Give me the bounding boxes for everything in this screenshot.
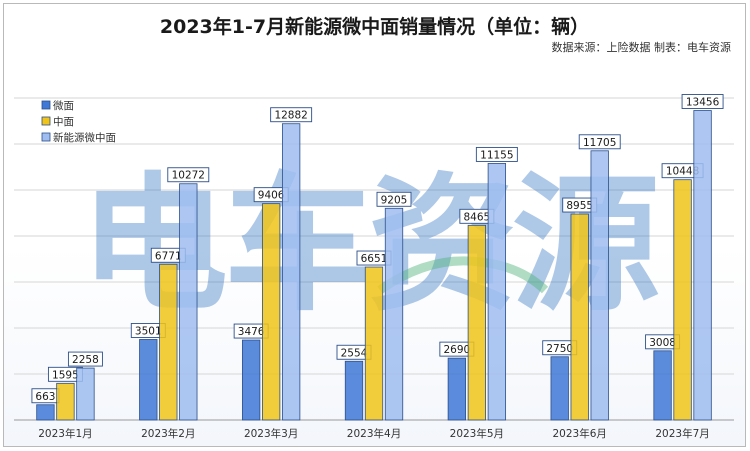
data-label: 2258 [72,354,99,366]
data-label-box [475,146,518,162]
bar-1 [653,350,672,421]
data-label: 10448 [666,166,699,178]
x-tick-label: 2023年1月 [38,427,92,440]
data-label: 12882 [274,110,307,122]
x-tick-label: 2023年5月 [450,427,504,440]
bar-3 [487,163,507,421]
bar-2 [56,382,75,421]
data-label: 2750 [546,343,573,355]
x-tick-label: 2023年2月 [141,427,195,440]
data-label: 11705 [583,137,616,149]
bar-2 [364,266,384,421]
x-tick-label: 2023年6月 [553,427,607,440]
x-tick-label: 2023年4月 [347,427,401,440]
bar-1 [447,357,467,421]
bar-3 [590,150,609,421]
chart-source-note: 数据来源：上险数据 制表：电车资源 [551,41,732,54]
bar-1 [139,339,158,421]
data-label: 8465 [463,211,490,223]
bar-2 [570,213,589,421]
bar-3 [693,110,712,421]
bar-2 [261,203,281,421]
data-label: 8955 [566,200,593,212]
data-label-box [270,107,313,123]
data-label: 3476 [238,326,265,338]
legend-label: 中面 [53,115,74,128]
bar-1 [241,339,261,421]
data-label: 10272 [172,170,205,182]
data-label: 3501 [135,325,162,337]
chart-title: 2023年1-7月新能源微中面销量情况（单位：辆） [159,16,590,38]
data-label: 6651 [361,253,388,265]
data-label-box [167,167,210,183]
data-label: 9205 [381,194,408,206]
data-label: 11155 [480,149,513,161]
data-label: 3008 [649,337,676,349]
data-label-box [681,94,724,109]
data-label: 13456 [686,97,720,109]
legend-swatch [41,116,51,126]
data-label: 6771 [155,250,182,262]
data-label: 2690 [443,344,470,356]
data-label: 9406 [258,190,285,202]
legend-swatch [41,132,51,142]
data-label-box [67,351,103,367]
bar-2 [159,263,178,421]
bar-3 [384,207,404,421]
bar-1 [550,356,569,421]
legend-label: 微面 [53,99,74,112]
data-label: 1595 [52,369,79,381]
data-label-box [578,134,621,150]
data-label-box [376,191,412,207]
legend-label: 新能源微中面 [53,131,116,144]
bar-2 [467,224,487,421]
bar-2 [673,179,692,421]
data-label: 663 [35,391,55,403]
x-tick-label: 2023年3月 [244,427,298,440]
bar-3 [281,123,301,421]
x-tick-label: 2023年7月 [655,427,709,440]
legend-swatch [41,100,51,110]
bar-3 [76,367,95,421]
bar-1 [344,360,364,421]
data-label: 2554 [341,347,368,359]
bar-3 [179,183,198,421]
bar-1 [36,404,55,421]
